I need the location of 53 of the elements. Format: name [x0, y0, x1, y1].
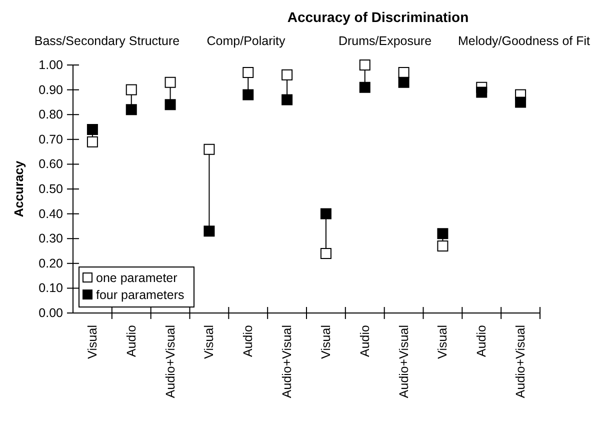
- point: [476, 86, 488, 98]
- point: [164, 76, 176, 88]
- x-tick-label: Visual: [318, 325, 333, 359]
- y-axis-title: Accuracy: [12, 160, 26, 218]
- point: [359, 82, 370, 93]
- text: Comp/Polarity: [206, 34, 286, 48]
- y-tick-label: 0.00: [38, 306, 64, 320]
- x-tick-label: Audio: [358, 324, 372, 357]
- x-tick-label: Visual: [85, 325, 100, 359]
- point: [242, 89, 254, 100]
- x-tick-label: Visual: [202, 325, 216, 359]
- point: [204, 226, 215, 237]
- y-tick-label: 0.40: [38, 206, 64, 221]
- point: [86, 136, 98, 148]
- x-tick-label: Audio: [241, 324, 256, 357]
- y-tick-label: 0.10: [38, 281, 64, 296]
- x-tick-label: Audio: [474, 324, 489, 357]
- point: [359, 60, 370, 70]
- x-tick-label: Audio+Visual: [514, 325, 528, 398]
- text: Bass/Secondary Structure: [34, 34, 180, 48]
- point: [242, 66, 254, 78]
- y-tick-label: 0.20: [38, 256, 64, 270]
- x-tick-label: Audio+Visual: [163, 325, 178, 398]
- y-tick-label: 0.30: [38, 232, 64, 246]
- point: [320, 208, 332, 220]
- point: [437, 240, 448, 252]
- y-tick-label: 0.70: [38, 132, 64, 146]
- legend-label: four parameters: [96, 288, 184, 302]
- point: [282, 69, 293, 80]
- y-tick-label: 0.80: [38, 108, 64, 122]
- point: [86, 124, 98, 135]
- legend-label: one parameter: [96, 271, 178, 285]
- x-tick-label: Visual: [436, 325, 450, 359]
- point: [398, 76, 410, 88]
- y-tick-label: 0.50: [38, 182, 64, 196]
- point: [204, 144, 215, 155]
- point: [515, 96, 526, 108]
- point: [126, 84, 137, 96]
- point: [282, 94, 293, 106]
- text: Melody/Goodness of Fit: [458, 34, 591, 48]
- x-tick-label: Audio+Visual: [280, 325, 294, 398]
- text: Drums/Exposure: [338, 34, 432, 48]
- x-tick-label: Audio+Visual: [396, 325, 411, 398]
- y-tick-label: 0.60: [38, 157, 64, 172]
- y-tick-label: 0.90: [38, 82, 64, 97]
- point: [164, 99, 176, 110]
- point: [320, 248, 332, 259]
- point: [126, 104, 137, 116]
- chart-title: Accuracy of Discrimination: [287, 9, 469, 25]
- x-tick-label: Audio: [124, 324, 138, 357]
- point: [398, 66, 410, 78]
- y-tick-label: 1.00: [38, 58, 64, 72]
- point: [437, 228, 448, 240]
